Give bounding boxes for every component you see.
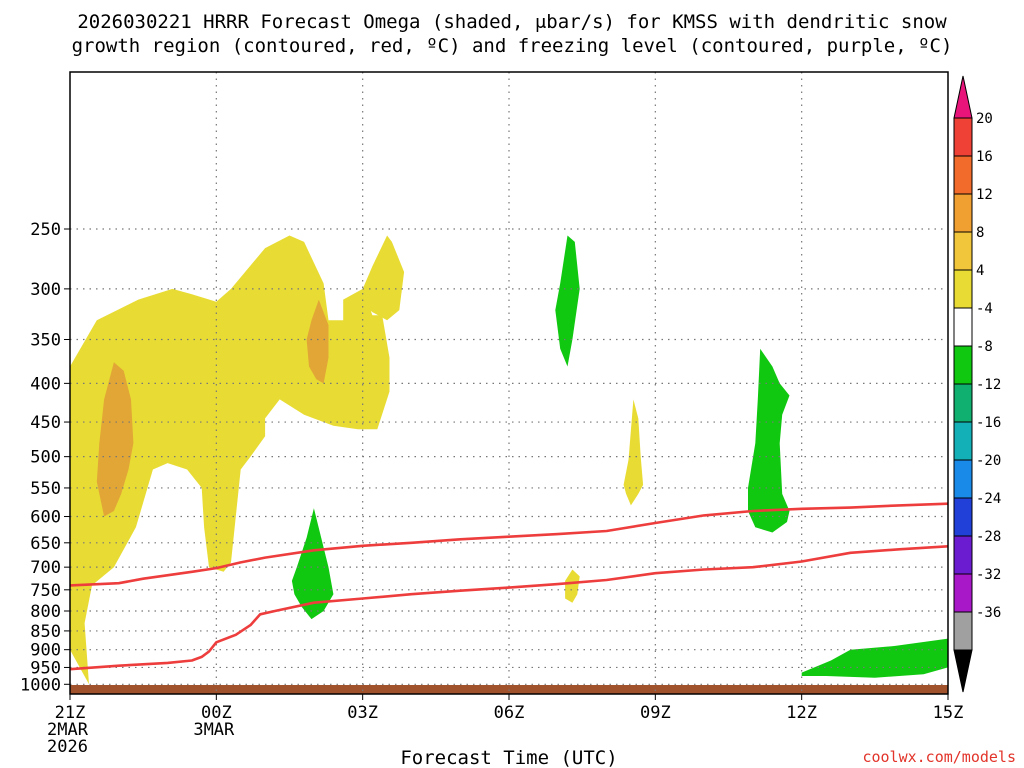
isotherm-layer — [70, 502, 948, 671]
x-tick-label: 21Z — [55, 703, 86, 723]
colorbar-bin — [953, 611, 973, 651]
colorbar-label: -28 — [976, 529, 1001, 545]
y-tick-label: 500 — [30, 448, 61, 468]
colorbar-label: 4 — [976, 263, 984, 279]
x-tick-label: 2026 — [47, 737, 88, 757]
x-tick-label: 09Z — [640, 703, 671, 723]
colorbar-bin — [953, 231, 973, 271]
y-tick-label: 1000 — [20, 675, 61, 695]
colorbar-bottom-triangle — [953, 649, 973, 693]
y-tick-label: 800 — [30, 602, 61, 622]
colorbar-bin — [953, 497, 973, 537]
isotherm-upper — [70, 502, 948, 587]
colorbar-label: 12 — [976, 187, 993, 203]
chart-title-line-2: growth region (contoured, red, ºC) and f… — [72, 35, 953, 57]
colorbar-bin — [953, 421, 973, 461]
y-tick-label: 400 — [30, 374, 61, 394]
colorbar-bin — [953, 155, 973, 195]
credit-text: coolwx.com/models — [862, 748, 1016, 766]
colorbar-label: -36 — [976, 605, 1001, 621]
omega-region-yellow-northeast — [362, 235, 405, 321]
x-tick-label: 2MAR — [47, 720, 89, 740]
colorbar-label: -12 — [976, 377, 1001, 393]
omega-region-yellow-small — [565, 569, 580, 603]
colorbar-bin — [953, 117, 973, 157]
colorbar-bin — [953, 459, 973, 499]
colorbar-bin — [953, 307, 973, 347]
x-axis-label: Forecast Time (UTC) — [400, 747, 617, 768]
y-tick-label: 600 — [30, 508, 61, 528]
y-tick-label: 450 — [30, 413, 61, 433]
omega-region-green-left — [291, 508, 334, 620]
y-tick-label: 350 — [30, 331, 61, 351]
colorbar-label: 16 — [976, 149, 993, 165]
colorbar-label: -24 — [976, 491, 1001, 507]
y-axis-ticks: 2503003504004505005506006507007508008509… — [20, 220, 70, 695]
colorbar-bin — [953, 193, 973, 233]
y-tick-label: 250 — [30, 220, 61, 240]
omega-region-orange-center — [306, 299, 329, 384]
y-tick-label: 550 — [30, 479, 61, 499]
colorbar-label: -20 — [976, 453, 1001, 469]
x-tick-label: 06Z — [494, 703, 525, 723]
x-tick-label: 03Z — [347, 703, 378, 723]
colorbar-bin — [953, 345, 973, 385]
x-tick-label: 3MAR — [193, 720, 235, 740]
omega-region-orange-west — [96, 362, 134, 517]
y-tick-label: 850 — [30, 622, 61, 642]
omega-region-yellow-mid-east — [623, 399, 644, 506]
omega-shading-layer — [70, 235, 948, 685]
y-tick-label: 900 — [30, 641, 61, 661]
y-tick-label: 950 — [30, 658, 61, 678]
x-tick-label: 00Z — [201, 703, 232, 723]
y-tick-label: 650 — [30, 534, 61, 554]
omega-region-green-east — [748, 348, 790, 533]
colorbar-label: -32 — [976, 567, 1001, 583]
colorbar-label: -8 — [976, 339, 993, 355]
chart-title-line-1: 2026030221 HRRR Forecast Omega (shaded, … — [77, 11, 947, 33]
colorbar-bin — [953, 535, 973, 575]
colorbar-label: 20 — [976, 111, 993, 127]
colorbar-label: 8 — [976, 225, 984, 241]
colorbar-bin — [953, 573, 973, 613]
colorbar-label: -4 — [976, 301, 993, 317]
colorbar-bin — [953, 383, 973, 423]
x-tick-label: 12Z — [786, 703, 817, 723]
y-tick-label: 750 — [30, 581, 61, 601]
colorbar-bin — [953, 269, 973, 309]
y-tick-label: 700 — [30, 558, 61, 578]
isotherm-lower — [70, 545, 948, 671]
colorbar-label: -16 — [976, 415, 1001, 431]
omega-region-green-top — [555, 235, 580, 367]
y-tick-label: 300 — [30, 280, 61, 300]
x-tick-label: 15Z — [933, 703, 964, 723]
colorbar: 20 16 12 8 4 -4 -8 -12 -16 -20 -24 -28 -32 -36 — [953, 75, 1001, 693]
